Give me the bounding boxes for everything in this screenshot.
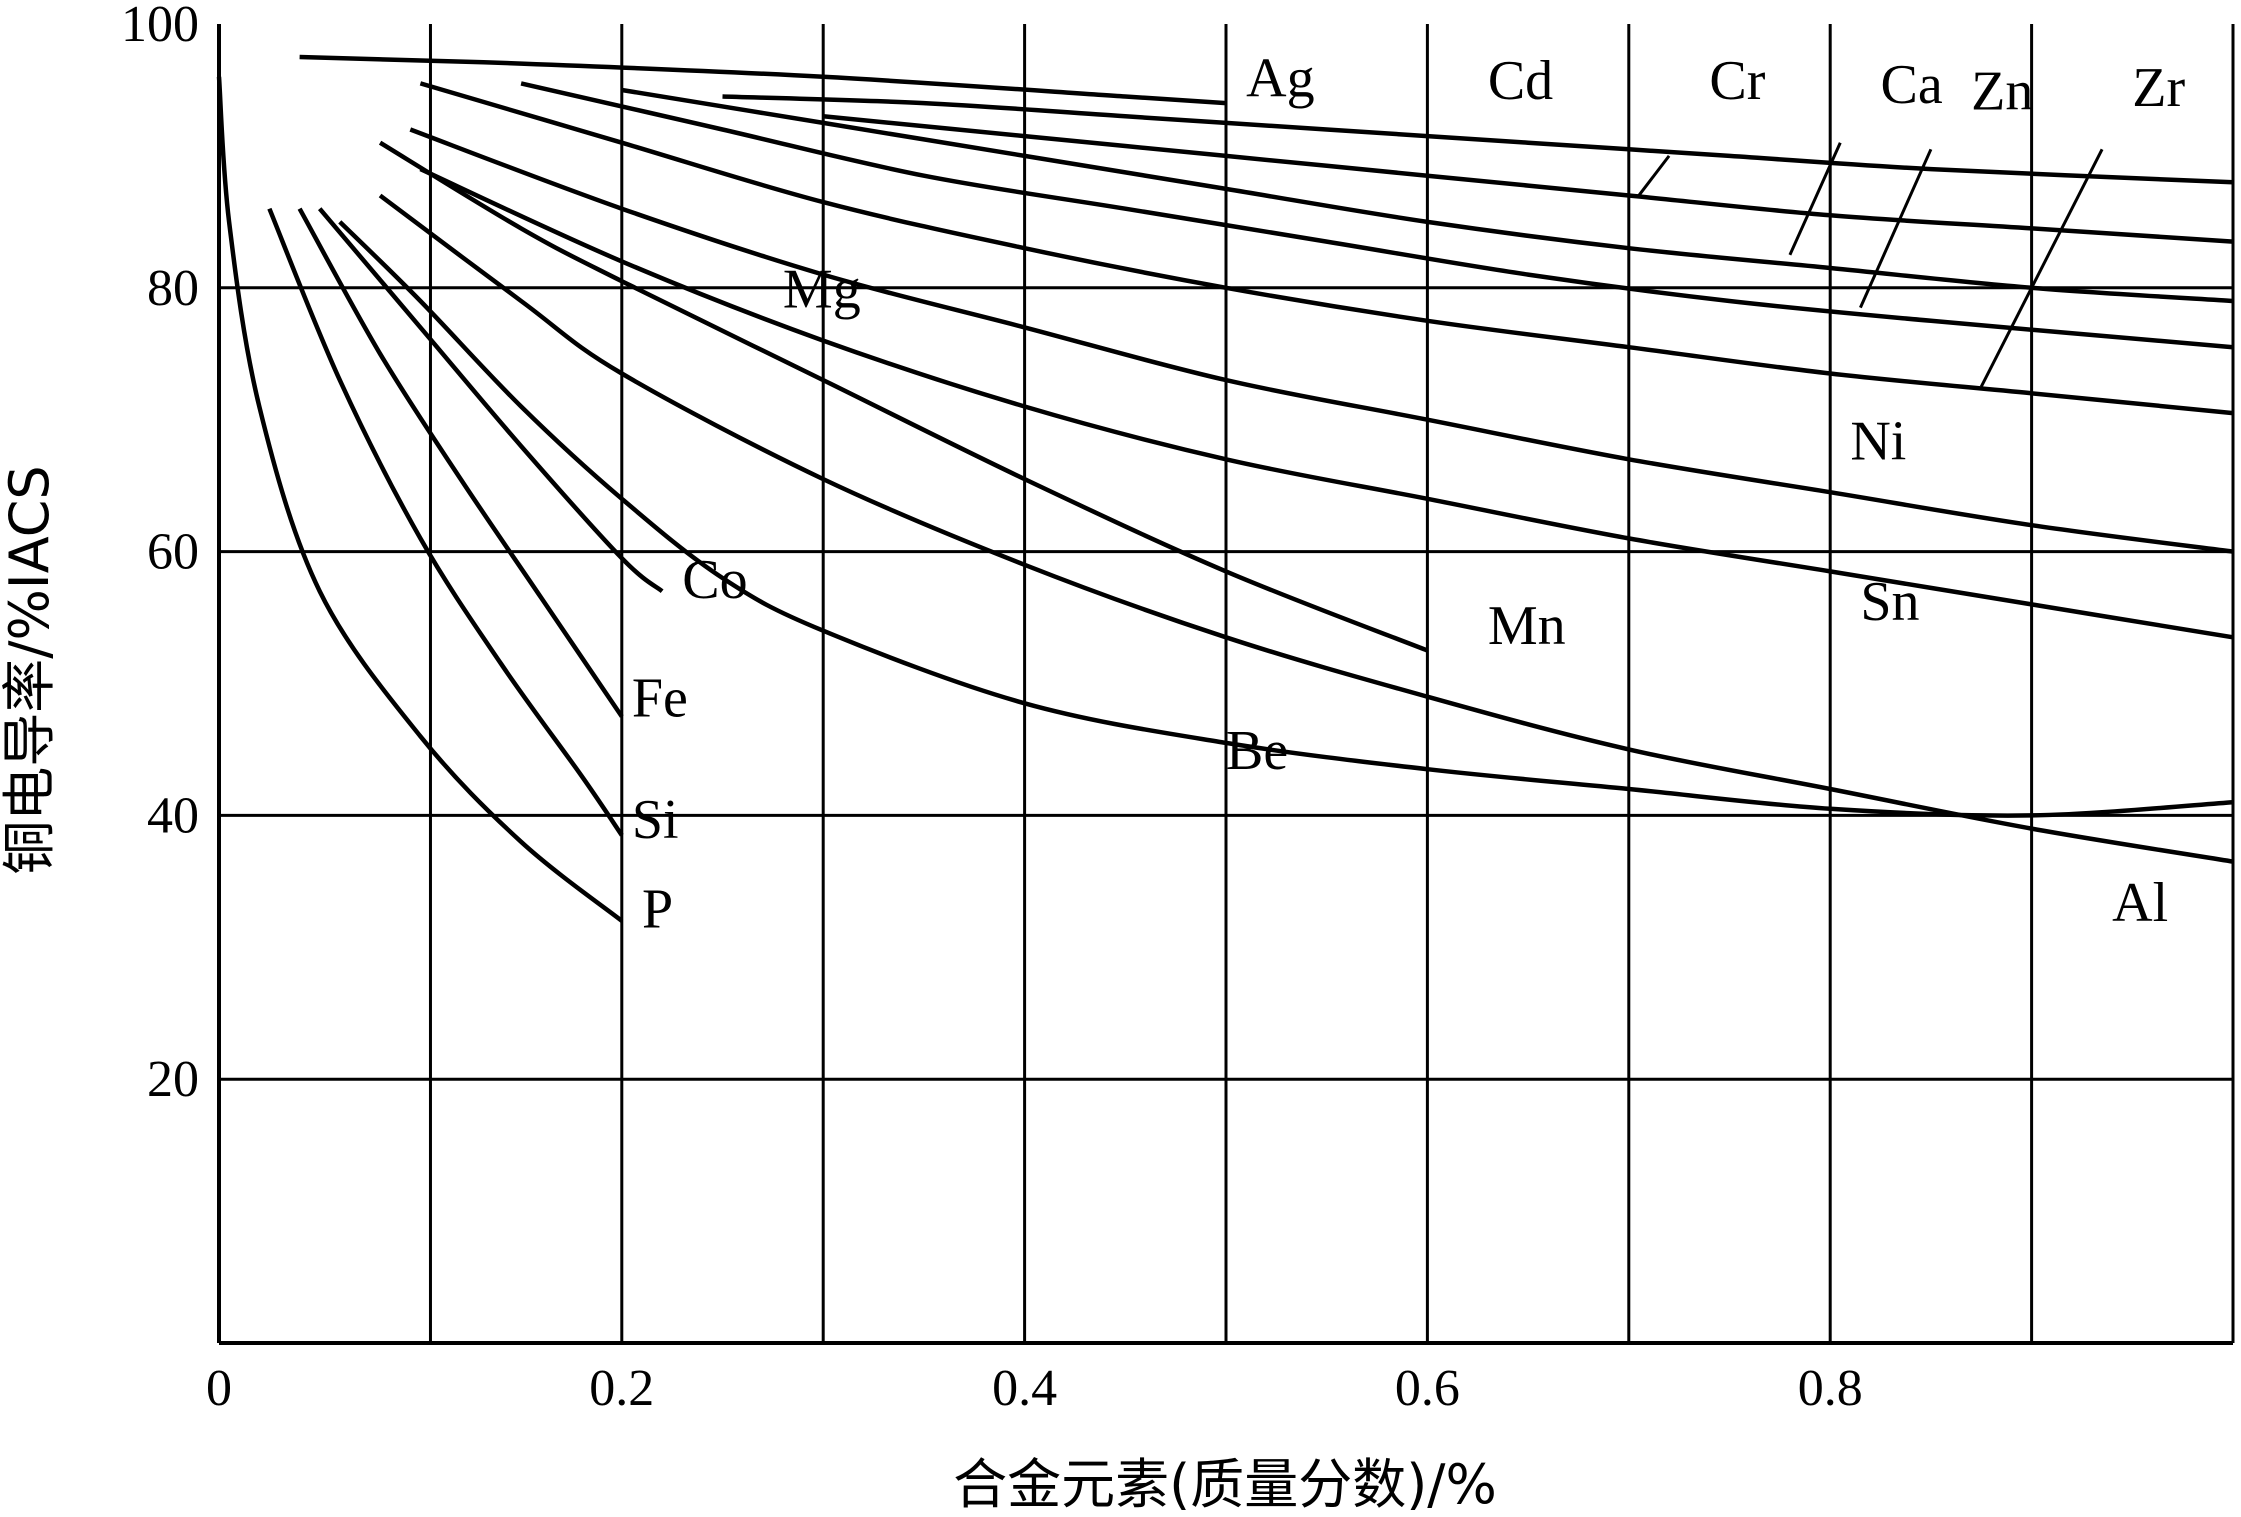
series-line-ag	[299, 54, 1227, 106]
series-line-be	[338, 220, 2234, 818]
x-tick-label: 0.8	[1798, 1360, 1863, 1417]
leader-line	[1637, 154, 1671, 197]
series-label: Mn	[1488, 595, 1566, 657]
series-line-cr	[822, 114, 2234, 244]
x-tick-label: 0.6	[1395, 1360, 1460, 1417]
series-line-mg	[378, 140, 1429, 653]
series-label: Cd	[1488, 50, 1553, 112]
leader-lines	[1637, 142, 2104, 388]
series-line-fe	[297, 207, 624, 718]
series-label: Fe	[632, 667, 688, 729]
leader-line	[1859, 148, 1933, 309]
series-line-co	[317, 207, 664, 593]
leader-line	[1979, 148, 2104, 388]
series-label: Si	[632, 789, 679, 851]
x-tick-label: 0.4	[992, 1360, 1057, 1417]
series-line-al	[378, 193, 2234, 864]
x-axis-title: 合金元素(质量分数)/%	[953, 1453, 1497, 1516]
series-label: Zn	[1971, 61, 2033, 123]
y-tick-label: 80	[147, 260, 199, 317]
series-label: Be	[1226, 720, 1288, 782]
series-line-zn	[520, 81, 2234, 350]
series-label: Co	[682, 549, 747, 611]
series-lines	[216, 54, 2234, 923]
series-line-cd	[722, 94, 2234, 185]
series-line-zr	[419, 81, 2234, 416]
series-label: Al	[2112, 872, 2168, 934]
leader-line	[1788, 142, 1842, 256]
series-label: Cr	[1709, 50, 1765, 112]
series-line-si	[267, 207, 624, 837]
series-line-sn	[419, 167, 2234, 640]
series-label: Sn	[1860, 571, 1919, 633]
series-label: Zr	[2132, 57, 2185, 119]
y-tick-label: 20	[147, 1051, 199, 1108]
y-tick-label: 40	[147, 787, 199, 844]
series-line-p	[216, 76, 624, 923]
y-tick-labels: 20 40 60 80 100	[121, 0, 199, 1108]
y-tick-label: 60	[147, 524, 199, 581]
series-line-ni	[409, 127, 2234, 554]
series-label: Ni	[1850, 410, 1906, 472]
x-tick-labels: 0 0.2 0.4 0.6 0.8	[206, 1360, 1863, 1417]
series-label: Ag	[1246, 48, 1314, 110]
axes	[217, 24, 2235, 1345]
series-line-ca	[621, 87, 2234, 304]
x-tick-label: 0	[206, 1360, 232, 1417]
y-tick-label: 100	[121, 0, 199, 53]
series-labels: Ag Cd Cr Ca Zn Zr Mg Ni Sn Co Mn Fe Be Si P Al	[632, 48, 2186, 941]
series-label: Mg	[783, 259, 861, 321]
series-label: Ca	[1881, 54, 1943, 116]
x-tick-label: 0.2	[589, 1360, 654, 1417]
y-axis-title: 铜电导率/%IACS	[0, 465, 61, 874]
series-label: P	[642, 879, 673, 941]
